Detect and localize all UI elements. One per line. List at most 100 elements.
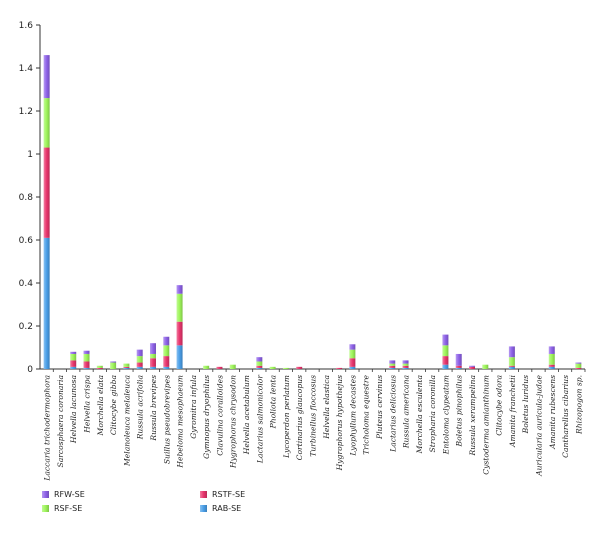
- legend: RAB-SE RSTF-SE RSF-SE RFW-SE: [42, 490, 245, 513]
- bar-segment-rstf-se: [216, 366, 223, 369]
- bar-segment-rstf-se: [149, 358, 156, 367]
- bar-segment-rab-se: [389, 367, 396, 369]
- bar-segment-rab-se: [349, 366, 356, 369]
- bar-segment-rfw-se: [575, 362, 582, 364]
- bar-segment-rstf-se: [83, 361, 90, 368]
- bar-segment-rfw-se: [43, 55, 50, 99]
- bar-segment-rsf-se: [548, 353, 555, 365]
- bar-segment-rab-se: [548, 366, 555, 369]
- bar-segment-rfw-se: [256, 357, 263, 362]
- x-category-label: Tricholoma equestre: [362, 374, 371, 454]
- x-category-label: Russula brevipes: [149, 375, 158, 442]
- y-axis: 0 0.2 0.4 0.6 0.8 1 1.2 1.4 1.6: [19, 21, 41, 375]
- x-category-label: Helvella crispa: [83, 375, 92, 434]
- legend-swatch: [200, 505, 207, 512]
- x-category-label: Boletus luridus: [521, 375, 530, 434]
- y-tick-label: 1.4: [19, 64, 34, 74]
- bar-segment-rab-se: [83, 367, 90, 369]
- bar-segment-rsf-se: [110, 362, 117, 369]
- bar-segment-rsf-se: [203, 365, 210, 369]
- x-category-label: Rhizopogon sp.: [574, 375, 583, 435]
- bar-segment-rab-se: [70, 366, 77, 369]
- x-category-label: Boletus pinophilus: [455, 375, 464, 448]
- bar-segment-rab-se: [43, 237, 50, 369]
- bar-segment-rstf-se: [163, 356, 170, 367]
- bar-segment-rstf-se: [123, 366, 130, 368]
- x-category-label: Helvella acetabulum: [242, 375, 251, 455]
- legend-swatch: [42, 491, 49, 498]
- bar-segment-rstf-se: [96, 367, 103, 369]
- x-category-label: Amanita rubescens: [548, 375, 557, 450]
- bar-segment-rfw-se: [455, 353, 462, 366]
- bar-segment-rstf-se: [442, 356, 449, 365]
- bar-segment-rstf-se: [389, 365, 396, 368]
- x-category-label: Gyromitra infula: [189, 375, 198, 439]
- bar-segment-rsf-se: [70, 353, 77, 361]
- bar-segment-rstf-se: [296, 366, 303, 369]
- bar-segment-rstf-se: [70, 360, 77, 367]
- y-tick-label: 0.4: [19, 279, 34, 289]
- x-category-label: Sarcosphaera coronaria: [56, 375, 65, 468]
- x-category-label: Auricularia auricula-judae: [534, 375, 543, 477]
- bar-segment-rsf-se: [176, 293, 183, 322]
- y-tick-label: 0: [27, 365, 33, 375]
- bar-segment-rstf-se: [548, 364, 555, 367]
- x-category-label: Russula xerampelina: [468, 375, 477, 457]
- x-category-label: Gymnopus dryophilus: [202, 375, 211, 459]
- bar-segment-rsf-se: [575, 363, 582, 368]
- x-category-label: Amanita franchetii: [508, 374, 517, 448]
- x-category-label: Entoloma clypeatum: [441, 375, 450, 455]
- x-category-label: Russula americana: [402, 375, 411, 450]
- y-tick-label: 0.6: [19, 236, 34, 246]
- bar-segment-rfw-se: [389, 360, 396, 364]
- bars: [43, 55, 582, 369]
- x-category-label: Clavulina coralloides: [215, 375, 224, 456]
- bar-segment-rab-se: [402, 367, 409, 369]
- bar-segment-rfw-se: [83, 350, 90, 354]
- x-category-label: Stropharia coronilla: [428, 375, 437, 453]
- bar-segment-rab-se: [149, 366, 156, 369]
- bar-segment-rstf-se: [176, 321, 183, 346]
- bar-segment-rsf-se: [123, 363, 130, 367]
- bar-segment-rsf-se: [402, 363, 409, 366]
- x-category-label: Hygrophorus hypothejus: [335, 375, 344, 471]
- x-category-label: Clitocybe gibba: [109, 375, 118, 436]
- bar-segment-rsf-se: [96, 365, 103, 368]
- x-category-label: Cystoderma amianthinum: [481, 375, 490, 475]
- x-category-label: Lycoperdon perlatum: [282, 375, 291, 459]
- bar-segment-rsf-se: [482, 364, 489, 369]
- x-category-label: Russula acrifolia: [136, 375, 145, 441]
- bar-segment-rfw-se: [149, 343, 156, 354]
- bar-segment-rab-se: [176, 345, 183, 369]
- bar-segment-rsf-se: [136, 356, 143, 363]
- bar-segment-rfw-se: [402, 360, 409, 364]
- legend-label: RSTF-SE: [212, 490, 245, 499]
- x-category-label: Lactarius deliciosus: [388, 375, 397, 453]
- bar-segment-rstf-se: [336, 367, 343, 369]
- bar-segment-rfw-se: [548, 346, 555, 354]
- bar-segment-rab-se: [136, 366, 143, 369]
- bar-segment-rstf-se: [508, 365, 515, 367]
- x-category-label: Laccaria trichodermophora: [43, 375, 52, 482]
- bar-segment-rfw-se: [70, 351, 77, 354]
- bar-segment-rstf-se: [349, 358, 356, 367]
- x-category-label: Hygrophorus chrysodon: [229, 375, 238, 469]
- y-tick-label: 0.2: [19, 322, 33, 332]
- bar-segment-rab-se: [123, 367, 130, 369]
- legend-label: RAB-SE: [212, 504, 241, 513]
- legend-label: RFW-SE: [54, 490, 85, 499]
- bar-segment-rstf-se: [136, 362, 143, 367]
- bar-segment-rstf-se: [469, 366, 476, 369]
- bar-segment-rsf-se: [442, 345, 449, 357]
- bar-segment-rab-se: [455, 367, 462, 369]
- x-category-label: Cantharellus cibarius: [561, 375, 570, 458]
- bar-segment-rab-se: [256, 367, 263, 369]
- x-category-label: Hebeloma mesophaeum: [176, 375, 185, 469]
- x-category-label: Turbinellus floccosus: [309, 375, 318, 457]
- y-tick-label: 1.6: [19, 21, 34, 31]
- legend-swatch: [200, 491, 207, 498]
- bar-segment-rfw-se: [176, 285, 183, 294]
- bar-segment-rfw-se: [110, 361, 117, 363]
- bar-segment-rab-se: [508, 366, 515, 369]
- bar-segment-rsf-se: [256, 361, 263, 366]
